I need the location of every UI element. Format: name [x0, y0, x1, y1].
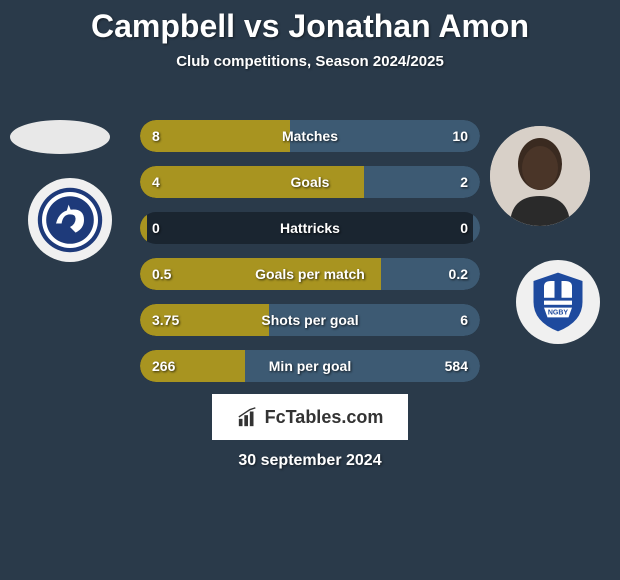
branding-text: FcTables.com [265, 407, 384, 428]
branding-badge: FcTables.com [212, 394, 408, 440]
page-title: Campbell vs Jonathan Amon [0, 0, 620, 45]
stat-label: Shots per goal [140, 304, 480, 336]
player-right-avatar [490, 126, 590, 226]
club-left-badge [28, 178, 112, 262]
stat-row: 42Goals [140, 166, 480, 198]
stat-label: Min per goal [140, 350, 480, 382]
club-left-icon [35, 185, 105, 255]
stat-row: 3.756Shots per goal [140, 304, 480, 336]
chart-icon [237, 406, 259, 428]
club-right-icon: NGBY [523, 267, 593, 337]
stat-label: Goals per match [140, 258, 480, 290]
date-text: 30 september 2024 [0, 452, 620, 470]
club-right-badge: NGBY [516, 260, 600, 344]
stat-row: 810Matches [140, 120, 480, 152]
player-right-silhouette-icon [490, 126, 590, 226]
stat-label: Goals [140, 166, 480, 198]
subtitle: Club competitions, Season 2024/2025 [0, 53, 620, 70]
svg-text:NGBY: NGBY [548, 310, 569, 317]
stat-label: Hattricks [140, 212, 480, 244]
stat-row: 00Hattricks [140, 212, 480, 244]
stat-row: 0.50.2Goals per match [140, 258, 480, 290]
stat-row: 266584Min per goal [140, 350, 480, 382]
player-left-avatar [10, 120, 110, 154]
stats-container: 810Matches 42Goals 00Hattricks 0.50.2Goals … [140, 120, 480, 396]
stat-label: Matches [140, 120, 480, 152]
